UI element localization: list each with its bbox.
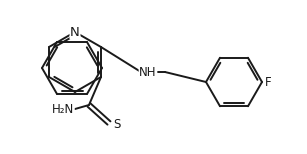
- Text: N: N: [70, 26, 80, 38]
- Text: F: F: [265, 75, 272, 89]
- Text: NH: NH: [139, 65, 157, 79]
- Text: H₂N: H₂N: [52, 103, 74, 116]
- Text: S: S: [113, 118, 120, 132]
